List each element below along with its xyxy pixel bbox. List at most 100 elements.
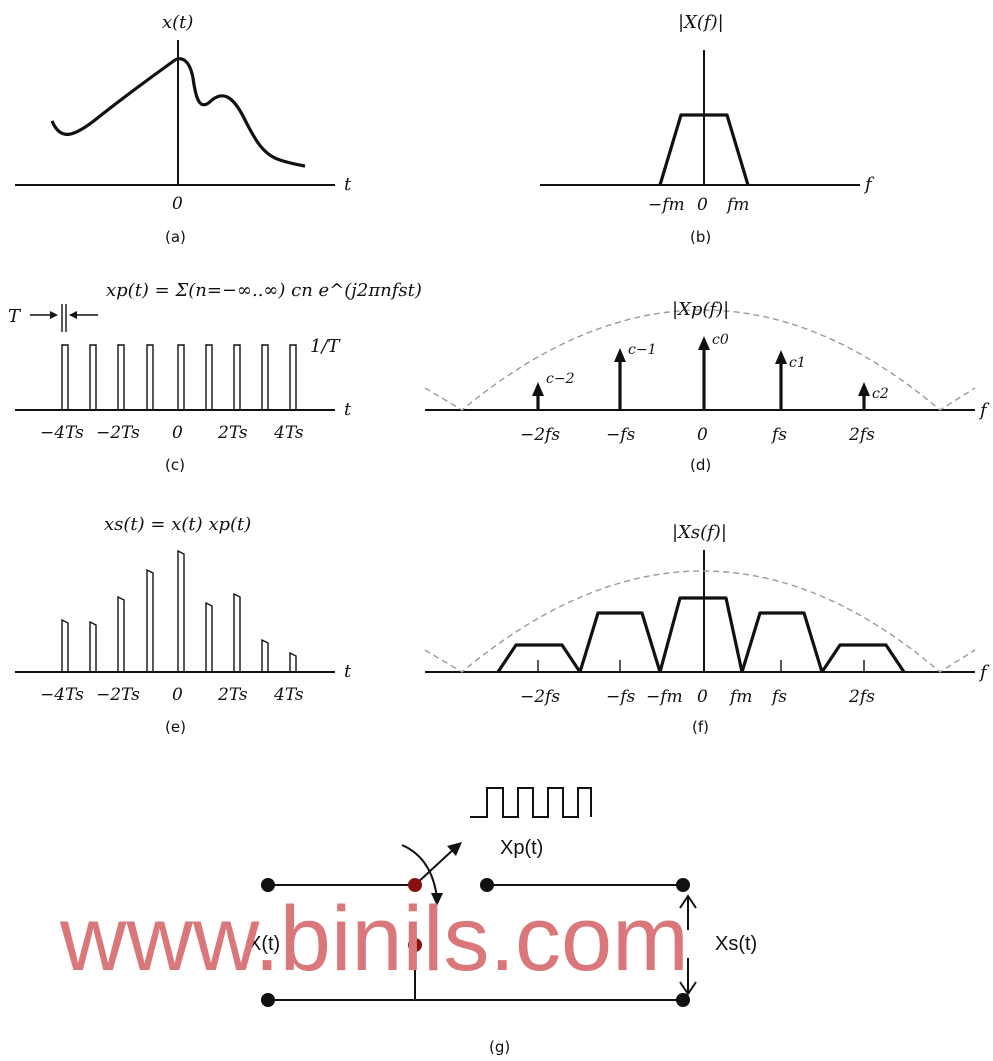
panel-c-pulse <box>89 344 97 410</box>
panel-f-tick-neg2fs: −2fs <box>520 687 560 707</box>
panel-d-coeff-c-neg1: c−1 <box>628 342 656 358</box>
panel-g-input-label: X(t) <box>248 933 280 955</box>
panel-d-coeff-c-neg2: c−2 <box>546 371 575 387</box>
panel-g-caption: (g) <box>489 1038 510 1056</box>
panel-b-spectrum-trapezoid <box>658 113 750 186</box>
panel-f-replica-0 <box>658 596 744 673</box>
panel-c-tick-0: 0 <box>172 423 183 443</box>
panel-f-sinc-envelope <box>424 570 976 673</box>
panel-b-caption: (b) <box>690 228 711 246</box>
panel-g-switch-contact <box>480 878 494 892</box>
panel-g-rotation-arrowhead <box>431 893 443 906</box>
panel-e-tick-2ts: 2Ts <box>217 685 248 705</box>
panel-c-pulse <box>205 344 213 410</box>
panel-f-tick-2fs: 2fs <box>848 687 875 707</box>
panel-a: x(t) t 0 (a) <box>15 12 352 246</box>
panel-d-tick-negfs: −fs <box>606 425 636 445</box>
panel-f-caption: (f) <box>692 718 709 736</box>
panel-g-switch-node-top <box>408 878 422 892</box>
panel-e-tick-0: 0 <box>172 685 183 705</box>
panel-g-pulse-label: Xp(t) <box>500 837 543 859</box>
panel-c-pulse <box>146 344 154 410</box>
panel-c-amplitude-label: 1/T <box>310 336 342 357</box>
panel-d-caption: (d) <box>690 456 711 474</box>
panel-g-switch-arm <box>414 847 456 886</box>
panel-d-tick-neg2fs: −2fs <box>520 425 560 445</box>
panel-g-input-terminal-bottom <box>261 993 275 1007</box>
panel-g-input-terminal-top <box>261 878 275 892</box>
panel-a-tick-0: 0 <box>172 194 183 214</box>
panel-a-caption: (a) <box>165 228 186 246</box>
panel-e-tick-neg2ts: −2Ts <box>96 685 140 705</box>
panel-e-sample-pulse <box>117 595 125 672</box>
panel-b-ylabel: |X(f)| <box>678 12 724 33</box>
panel-g-output-label: Xs(t) <box>715 933 757 955</box>
panel-g-switch-arrowhead <box>447 842 462 856</box>
panel-e-sample-pulse <box>261 638 269 672</box>
panel-a-xlabel: t <box>344 174 352 195</box>
panel-c-formula: xp(t) = Σ(n=−∞..∞) cn e^(j2πnfst) <box>106 280 422 301</box>
panel-f: |Xs(f)| f −2fs −fs −fm 0 fm fs 2fs (f) <box>424 522 990 736</box>
panel-g-pulse-waveform <box>470 787 592 818</box>
panel-b: |X(f)| f −fm 0 fm (b) <box>540 12 875 246</box>
panel-e: xs(t) = x(t) xp(t) t −4Ts −2Ts 0 2Ts 4Ts… <box>15 514 352 736</box>
panel-c-width-arrowhead-right <box>69 311 77 319</box>
panel-b-tick-neg-fm: −fm <box>648 195 685 215</box>
panel-e-sampled-pulses <box>61 549 297 672</box>
panel-e-sample-pulse <box>205 601 213 672</box>
panel-e-tick-neg4ts: −4Ts <box>40 685 84 705</box>
panel-c-caption: (c) <box>165 456 185 474</box>
panel-c: T 1/T xp(t) = Σ(n=−∞..∞) cn e^(j2πnfst) … <box>8 280 422 474</box>
panel-c-pulse <box>289 344 297 410</box>
panel-d-xlabel: f <box>978 400 990 421</box>
panel-f-tick-0: 0 <box>697 687 708 707</box>
panel-c-tick-4ts: 4Ts <box>273 423 304 443</box>
panel-a-ylabel: x(t) <box>162 12 193 33</box>
panel-c-pulse <box>117 344 125 410</box>
panel-d-impulse-c-neg2 <box>532 382 544 410</box>
panel-c-tick-2ts: 2Ts <box>217 423 248 443</box>
panel-e-tick-4ts: 4Ts <box>273 685 304 705</box>
panel-d-tick-fs: fs <box>770 425 787 445</box>
panel-d-impulse-c-neg1 <box>614 348 626 410</box>
panel-f-ylabel: |Xs(f)| <box>672 522 727 543</box>
panel-f-replica-fs <box>740 611 824 673</box>
panel-g-rotation-arc <box>401 844 438 899</box>
panel-c-pulse <box>177 344 185 410</box>
panel-g-sampling-circuit: Xp(t) X(t) Xs(t) (g) <box>248 787 757 1056</box>
panel-f-xlabel: f <box>978 662 990 683</box>
panel-d-impulse-c2 <box>858 382 870 410</box>
panel-d-ylabel: |Xp(f)| <box>672 299 729 320</box>
panel-e-sample-pulse <box>177 549 185 672</box>
panel-e-formula: xs(t) = x(t) xp(t) <box>104 514 251 535</box>
panel-d-impulse-c1 <box>775 350 787 410</box>
panel-g-switch-node-bottom <box>408 938 422 952</box>
panel-e-caption: (e) <box>165 718 186 736</box>
panel-d-coeff-c1: c1 <box>789 355 806 371</box>
panel-c-pulse <box>233 344 241 410</box>
panel-c-pulse-width-label: T <box>8 306 22 327</box>
panel-d-tick-0: 0 <box>697 425 708 445</box>
panel-d-sinc-envelope <box>424 309 976 411</box>
panel-f-tick-fs: fs <box>770 687 787 707</box>
panel-e-xlabel: t <box>344 661 352 682</box>
panel-g-output-arrowhead-down <box>679 981 697 996</box>
panel-f-tick-neg-fm: −fm <box>646 687 683 707</box>
panel-c-tick-neg4ts: −4Ts <box>40 423 84 443</box>
panel-c-width-arrowhead-left <box>50 311 58 319</box>
panel-f-replica-neg2fs <box>496 643 582 673</box>
panel-f-replica-2fs <box>820 643 906 673</box>
panel-e-sample-pulse <box>89 620 97 672</box>
panel-e-sample-pulse <box>233 592 241 672</box>
panel-e-sample-pulse <box>289 651 297 672</box>
panel-g-output-terminal-bottom <box>676 993 690 1007</box>
panel-g-output-terminal-top <box>676 878 690 892</box>
panel-c-xlabel: t <box>344 399 352 420</box>
panel-d: c−2 c−1 c0 c1 c2 |Xp(f)| f −2fs −fs 0 fs… <box>424 299 990 474</box>
panel-d-coeff-c0: c0 <box>712 332 729 348</box>
panel-c-pulse <box>261 344 269 410</box>
panel-c-pulse <box>61 344 69 410</box>
panel-b-tick-fm: fm <box>725 195 749 215</box>
